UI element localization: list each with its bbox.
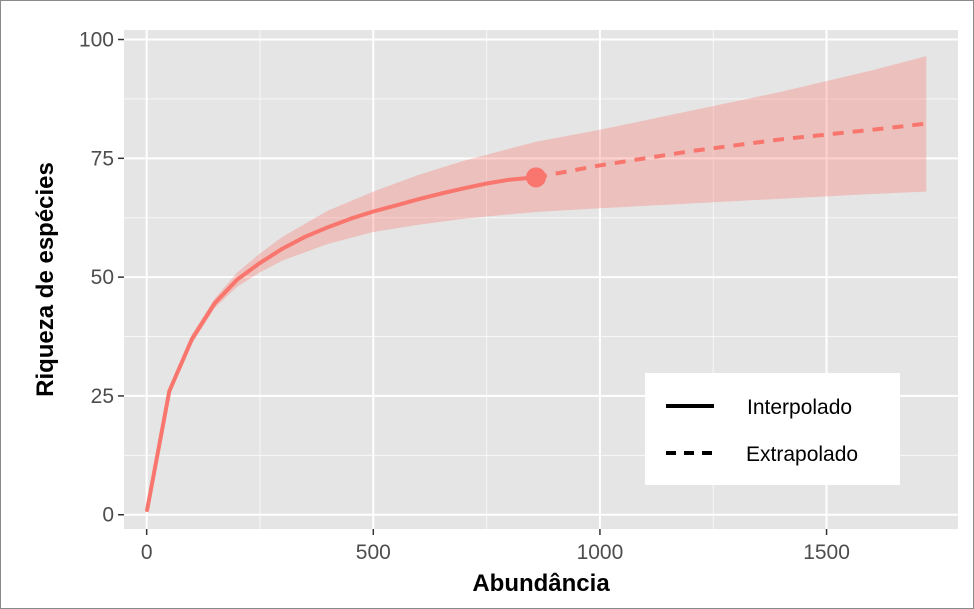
reference-sample-point [526, 167, 547, 188]
x-axis-ticks: 0 500 1000 1500 [141, 529, 850, 564]
x-tick-label: 0 [141, 541, 153, 564]
x-tick-label: 1500 [803, 541, 850, 564]
minor-gridlines [124, 30, 958, 529]
x-axis-title: Abundância [472, 570, 610, 597]
confidence-band [147, 56, 927, 510]
y-axis-ticks: 0 25 50 75 100 [79, 29, 124, 527]
interpolated-line [145, 175, 538, 512]
y-tick-label: 0 [102, 504, 114, 527]
y-tick-label: 25 [91, 385, 114, 408]
y-axis-title: Riqueza de espécies [32, 162, 59, 397]
legend-box [645, 373, 900, 485]
extrapolated-line [535, 121, 927, 180]
legend-label-interpolado: Interpolado [747, 396, 852, 419]
y-tick-label: 75 [91, 147, 114, 170]
legend: Interpolado Extrapolado [645, 373, 900, 485]
y-tick-label: 50 [91, 266, 114, 289]
legend-label-extrapolado: Extrapolado [746, 443, 858, 466]
x-tick-label: 1000 [577, 541, 624, 564]
y-tick-label: 100 [79, 29, 114, 52]
x-tick-label: 500 [356, 541, 391, 564]
